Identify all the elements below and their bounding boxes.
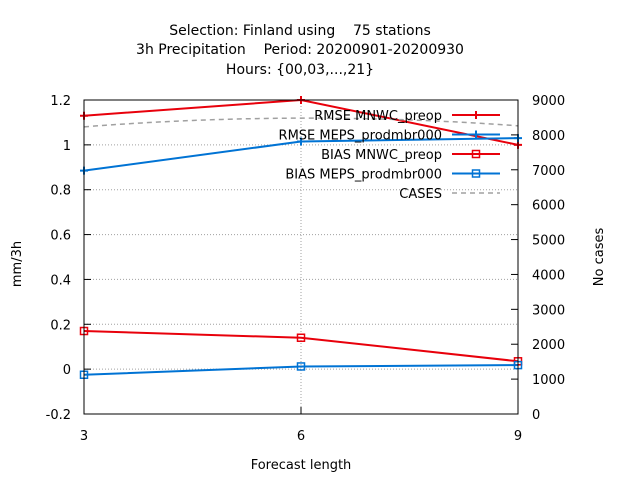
y2-tick-label: 3000 bbox=[532, 303, 565, 318]
x-tick-label: 3 bbox=[80, 429, 88, 444]
x-tick-label: 6 bbox=[297, 429, 305, 444]
y2-tick-label: 8000 bbox=[532, 129, 565, 144]
y2-tick-label: 1000 bbox=[532, 373, 565, 388]
y-tick-label: 0.8 bbox=[50, 184, 71, 199]
chart-title-line-1: Selection: Finland using 75 stations bbox=[169, 23, 431, 39]
data-point-bias-mnwc-preop bbox=[296, 333, 306, 342]
series-line-cases bbox=[83, 117, 519, 128]
legend-label-cases: CASES bbox=[399, 187, 442, 202]
y-tick-label: 1.2 bbox=[50, 94, 71, 109]
legend: RMSE MNWC_preop RMSE MEPS_prodmbr000 BIAS … bbox=[279, 109, 500, 202]
y-tick-label: 1 bbox=[63, 139, 71, 154]
data-point-bias-meps-prodmbr000 bbox=[296, 362, 306, 371]
y2-tick-label: 2000 bbox=[532, 338, 565, 353]
legend-marker-bias-mnwc-preop bbox=[471, 149, 481, 159]
data-point-rmse-meps-prodmbr000 bbox=[297, 137, 305, 146]
legend-marker-rmse-meps-prodmbr000 bbox=[472, 130, 480, 139]
y2-tick-label: 6000 bbox=[532, 199, 565, 214]
y2-axis-label: No cases bbox=[592, 228, 607, 287]
x-tick-label: 9 bbox=[514, 429, 522, 444]
y2-tick-label: 4000 bbox=[532, 268, 565, 283]
x-axis-label: Forecast length bbox=[251, 458, 352, 473]
y-tick-label: 0.2 bbox=[50, 318, 71, 333]
y2-tick-label: 7000 bbox=[532, 164, 565, 179]
series-line-bias-meps-prodmbr000 bbox=[83, 364, 519, 376]
y2-tick-label: 0 bbox=[532, 408, 540, 423]
y-tick-label: 0.4 bbox=[50, 273, 71, 288]
y2-tick-label: 5000 bbox=[532, 234, 565, 249]
y-axis-label: mm/3h bbox=[10, 241, 25, 287]
legend-label-bias-meps-prodmbr000: BIAS MEPS_prodmbr000 bbox=[285, 168, 442, 183]
axis-ticks: -0.2 0 0.2 0.4 0.6 0.8 1 1.2 0 1000 2000 3000 4000 50… bbox=[46, 94, 565, 444]
legend-marker-rmse-mnwc-preop bbox=[472, 111, 480, 119]
legend-label-bias-mnwc-preop: BIAS MNWC_preop bbox=[321, 148, 442, 163]
chart-title-line-2: 3h Precipitation Period: 20200901-202009… bbox=[136, 42, 464, 58]
y-tick-label: 0 bbox=[63, 363, 71, 378]
y2-tick-label: 9000 bbox=[532, 94, 565, 109]
legend-label-rmse-meps-prodmbr000: RMSE MEPS_prodmbr000 bbox=[279, 129, 442, 144]
series-line-bias-mnwc-preop bbox=[83, 330, 519, 363]
y-tick-label: 0.6 bbox=[50, 229, 71, 244]
y-tick-label: -0.2 bbox=[46, 408, 71, 423]
legend-label-rmse-mnwc-preop: RMSE MNWC_preop bbox=[314, 109, 442, 124]
legend-marker-bias-meps-prodmbr000 bbox=[471, 169, 481, 178]
chart-title-line-3: Hours: {00,03,...,21} bbox=[226, 62, 374, 78]
